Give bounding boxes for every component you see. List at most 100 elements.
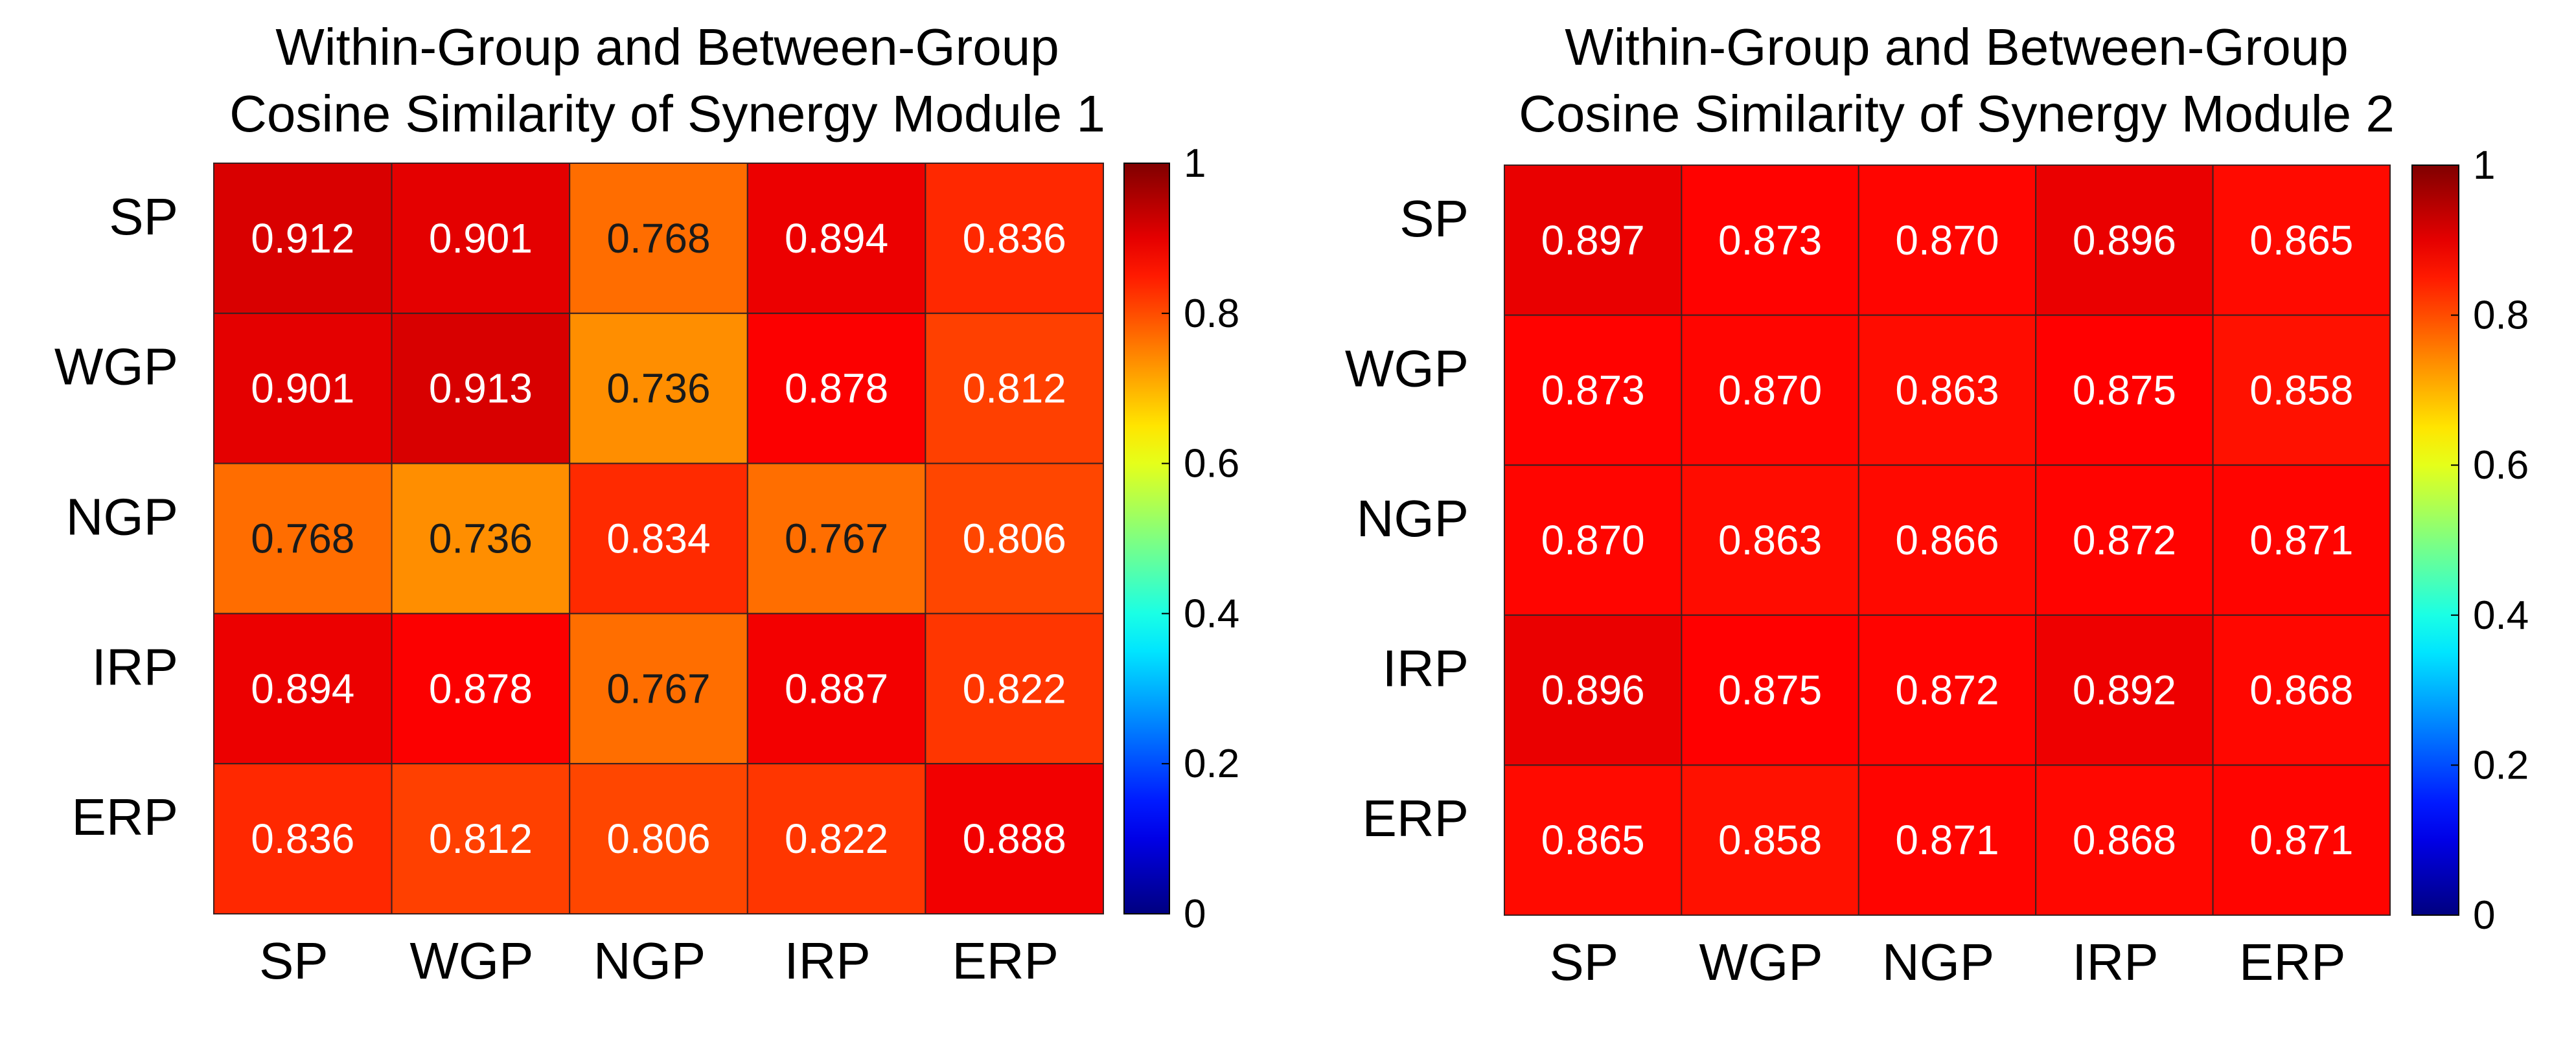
colorbar: 0 0.2 0.4 0.6 0.8 1 bbox=[2411, 143, 2529, 938]
y-tick-label: SP bbox=[109, 188, 178, 245]
cell-value-label: 0.913 bbox=[429, 365, 533, 412]
heatmap-module-1: Within-Group and Between-Group Cosine Sim… bbox=[54, 18, 1239, 990]
colorbar-tick-label: 0 bbox=[1184, 892, 1206, 936]
cell-value-label: 0.875 bbox=[2073, 367, 2176, 413]
cell-value-label: 0.834 bbox=[606, 516, 710, 562]
x-tick-label: NGP bbox=[1882, 933, 1994, 991]
heatmap-cell-irp-ngp bbox=[1857, 614, 2037, 766]
cell-value-label: 0.870 bbox=[1541, 517, 1645, 563]
heatmap-cell-sp-ngp bbox=[569, 163, 748, 314]
cell-value-label: 0.892 bbox=[2073, 667, 2176, 714]
colorbar-gradient bbox=[1123, 163, 1170, 914]
heatmap-cell-sp-erp bbox=[2212, 165, 2391, 316]
y-tick-label: NGP bbox=[1357, 490, 1469, 547]
cell-value-label: 0.878 bbox=[785, 365, 888, 412]
cell-value-label: 0.812 bbox=[429, 815, 533, 862]
cell-value-label: 0.822 bbox=[963, 665, 1066, 712]
heatmap-cell-erp-erp bbox=[2212, 764, 2391, 916]
cell-value-label: 0.858 bbox=[1718, 817, 1822, 863]
heatmap-cell-sp-sp bbox=[1504, 165, 1683, 316]
cell-value-label: 0.901 bbox=[429, 215, 533, 262]
cell-value-label: 0.822 bbox=[785, 815, 888, 862]
y-tick-label: IRP bbox=[92, 638, 178, 696]
heatmap-cell-wgp-wgp bbox=[1681, 314, 1859, 466]
colorbar-gradient bbox=[2411, 165, 2459, 916]
cell-value-label: 0.894 bbox=[251, 665, 354, 712]
heatmap-cell-ngp-ngp bbox=[569, 462, 748, 615]
y-tick-label: ERP bbox=[72, 788, 179, 846]
colorbar-tick-label: 0.4 bbox=[1184, 591, 1239, 636]
chart-title-line-1: Within-Group and Between-Group bbox=[275, 18, 1059, 76]
heatmap-cell-erp-sp bbox=[213, 763, 393, 914]
heatmap-cell-ngp-ngp bbox=[1857, 464, 2037, 616]
x-tick-label: IRP bbox=[2072, 933, 2158, 991]
colorbar-tick-label: 0.4 bbox=[2473, 593, 2529, 638]
cell-value-label: 0.806 bbox=[606, 815, 710, 862]
heatmap-cell-ngp-erp bbox=[2212, 464, 2391, 616]
heatmap-cell-sp-sp bbox=[213, 163, 393, 314]
cell-value-label: 0.767 bbox=[785, 516, 888, 562]
cell-value-label: 0.863 bbox=[1895, 367, 1999, 413]
cell-value-label: 0.888 bbox=[963, 815, 1066, 862]
cell-value-label: 0.812 bbox=[963, 365, 1066, 412]
cell-value-label: 0.736 bbox=[606, 365, 710, 412]
heatmap-cell-irp-wgp bbox=[391, 613, 571, 765]
x-tick-label: WGP bbox=[1699, 933, 1823, 991]
cell-value-label: 0.873 bbox=[1718, 217, 1822, 264]
heatmap-cell-sp-erp bbox=[925, 163, 1105, 314]
heatmap-cell-erp-wgp bbox=[1681, 764, 1859, 916]
heatmap-cell-erp-sp bbox=[1504, 764, 1683, 916]
chart-title-line-2: Cosine Similarity of Synergy Module 2 bbox=[1519, 85, 2395, 142]
cell-value-label: 0.894 bbox=[785, 215, 888, 262]
heatmap-cell-ngp-sp bbox=[1504, 464, 1683, 616]
x-tick-label: ERP bbox=[952, 932, 1059, 990]
heatmap-cell-wgp-ngp bbox=[1857, 314, 2037, 466]
cell-value-label: 0.870 bbox=[1718, 367, 1822, 413]
chart-title-line-2: Cosine Similarity of Synergy Module 1 bbox=[229, 85, 1105, 142]
x-tick-label: SP bbox=[259, 932, 328, 990]
heatmap-cell-erp-erp bbox=[925, 763, 1105, 914]
cell-value-label: 0.865 bbox=[1541, 817, 1645, 863]
cell-value-label: 0.871 bbox=[2249, 817, 2353, 863]
heatmap-cell-wgp-sp bbox=[213, 312, 393, 464]
x-tick-label: IRP bbox=[784, 932, 870, 990]
cell-value-label: 0.836 bbox=[963, 215, 1066, 262]
heatmap-cell-irp-wgp bbox=[1681, 614, 1859, 766]
cell-value-label: 0.868 bbox=[2073, 817, 2176, 863]
cell-value-label: 0.868 bbox=[2249, 667, 2353, 714]
x-tick-label: ERP bbox=[2239, 933, 2346, 991]
cell-value-label: 0.865 bbox=[2249, 217, 2353, 264]
y-tick-label: WGP bbox=[1345, 339, 1469, 397]
heatmap-cell-irp-sp bbox=[213, 613, 393, 765]
cell-value-label: 0.871 bbox=[1895, 817, 1999, 863]
colorbar-tick-label: 0.6 bbox=[2473, 443, 2529, 488]
heatmap-cell-sp-wgp bbox=[391, 163, 571, 314]
heatmap-cell-sp-wgp bbox=[1681, 165, 1859, 316]
colorbar-tick-label: 0.8 bbox=[1184, 291, 1239, 336]
cell-value-label: 0.736 bbox=[429, 516, 533, 562]
x-tick-label: WGP bbox=[409, 932, 533, 990]
heatmap-module-2: Within-Group and Between-Group Cosine Sim… bbox=[1345, 18, 2529, 991]
heatmap-cell-irp-sp bbox=[1504, 614, 1683, 766]
x-tick-label: NGP bbox=[593, 932, 706, 990]
cell-value-label: 0.901 bbox=[251, 365, 354, 412]
cell-value-label: 0.806 bbox=[963, 516, 1066, 562]
heatmap-cell-irp-irp bbox=[746, 613, 926, 765]
cell-value-label: 0.872 bbox=[1895, 667, 1999, 714]
heatmap-cell-sp-ngp bbox=[1857, 165, 2037, 316]
cell-value-label: 0.912 bbox=[251, 215, 354, 262]
colorbar-tick-label: 1 bbox=[2473, 143, 2495, 188]
cell-value-label: 0.887 bbox=[785, 665, 888, 712]
colorbar-tick-label: 0.2 bbox=[2473, 743, 2529, 788]
cell-value-label: 0.768 bbox=[606, 215, 710, 262]
colorbar-tick-label: 1 bbox=[1184, 141, 1206, 186]
colorbar-tick-label: 0.2 bbox=[1184, 742, 1239, 786]
cell-value-label: 0.875 bbox=[1718, 667, 1822, 714]
cell-value-label: 0.858 bbox=[2249, 367, 2353, 413]
heatmap-cell-irp-ngp bbox=[569, 613, 748, 765]
heatmap-cell-wgp-erp bbox=[2212, 314, 2391, 466]
cell-value-label: 0.863 bbox=[1718, 517, 1822, 563]
colorbar-tick-label: 0.8 bbox=[2473, 293, 2529, 338]
y-tick-label: NGP bbox=[66, 488, 178, 546]
